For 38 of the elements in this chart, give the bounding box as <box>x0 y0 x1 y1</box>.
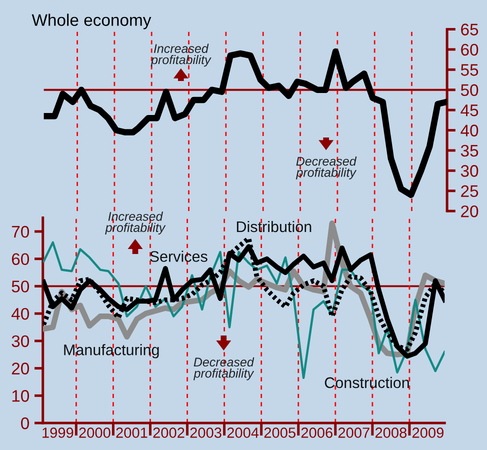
y-tick-label: 30 <box>12 335 30 348</box>
y-tick-label: 70 <box>12 226 30 238</box>
y-tick-label: 30 <box>460 165 478 177</box>
y-tick-label: 0 <box>21 417 30 430</box>
series-label: Distribution <box>236 220 312 232</box>
y-tick-label: 40 <box>460 124 478 136</box>
x-tick-label: 1999 <box>42 428 74 438</box>
x-tick-label: 2007 <box>338 428 370 438</box>
y-tick-label: 20 <box>461 205 478 218</box>
y-tick-label: 40 <box>12 308 30 320</box>
x-tick-label: 2000 <box>79 428 110 438</box>
y-tick-label: 25 <box>461 185 478 198</box>
y-tick-label: 55 <box>460 64 478 76</box>
y-tick-label: 60 <box>461 44 478 56</box>
x-tick-label: 2008 <box>375 428 407 438</box>
x-tick-label: 2004 <box>227 428 259 438</box>
series-label: Construction <box>324 376 409 388</box>
chart-title: Whole economy <box>32 14 152 30</box>
annotation: Increased profitability <box>150 44 212 67</box>
y-tick-label: 65 <box>461 24 478 36</box>
y-tick-label: 35 <box>460 144 478 157</box>
y-tick-label: 20 <box>12 362 30 374</box>
y-tick-label: 10 <box>12 390 30 402</box>
annotation: Decreased profitability <box>296 156 357 180</box>
y-tick-label: 45 <box>460 104 478 116</box>
x-tick-label: 2002 <box>153 428 184 438</box>
y-tick-label: 50 <box>12 280 30 292</box>
x-tick-label: 2005 <box>264 428 296 438</box>
y-tick-label: 50 <box>460 84 478 96</box>
x-tick-label: 2006 <box>301 428 332 438</box>
x-tick-label: 2001 <box>116 428 148 438</box>
series-label: Manufacturing <box>64 344 159 358</box>
x-tick-label: 2003 <box>190 428 222 438</box>
annotation: Decreased profitability <box>193 357 254 380</box>
y-tick-label: 60 <box>12 253 30 266</box>
annotation: Increased profitability <box>105 212 166 234</box>
x-tick-label: 2009 <box>412 428 444 438</box>
series-label: Services <box>150 250 208 262</box>
